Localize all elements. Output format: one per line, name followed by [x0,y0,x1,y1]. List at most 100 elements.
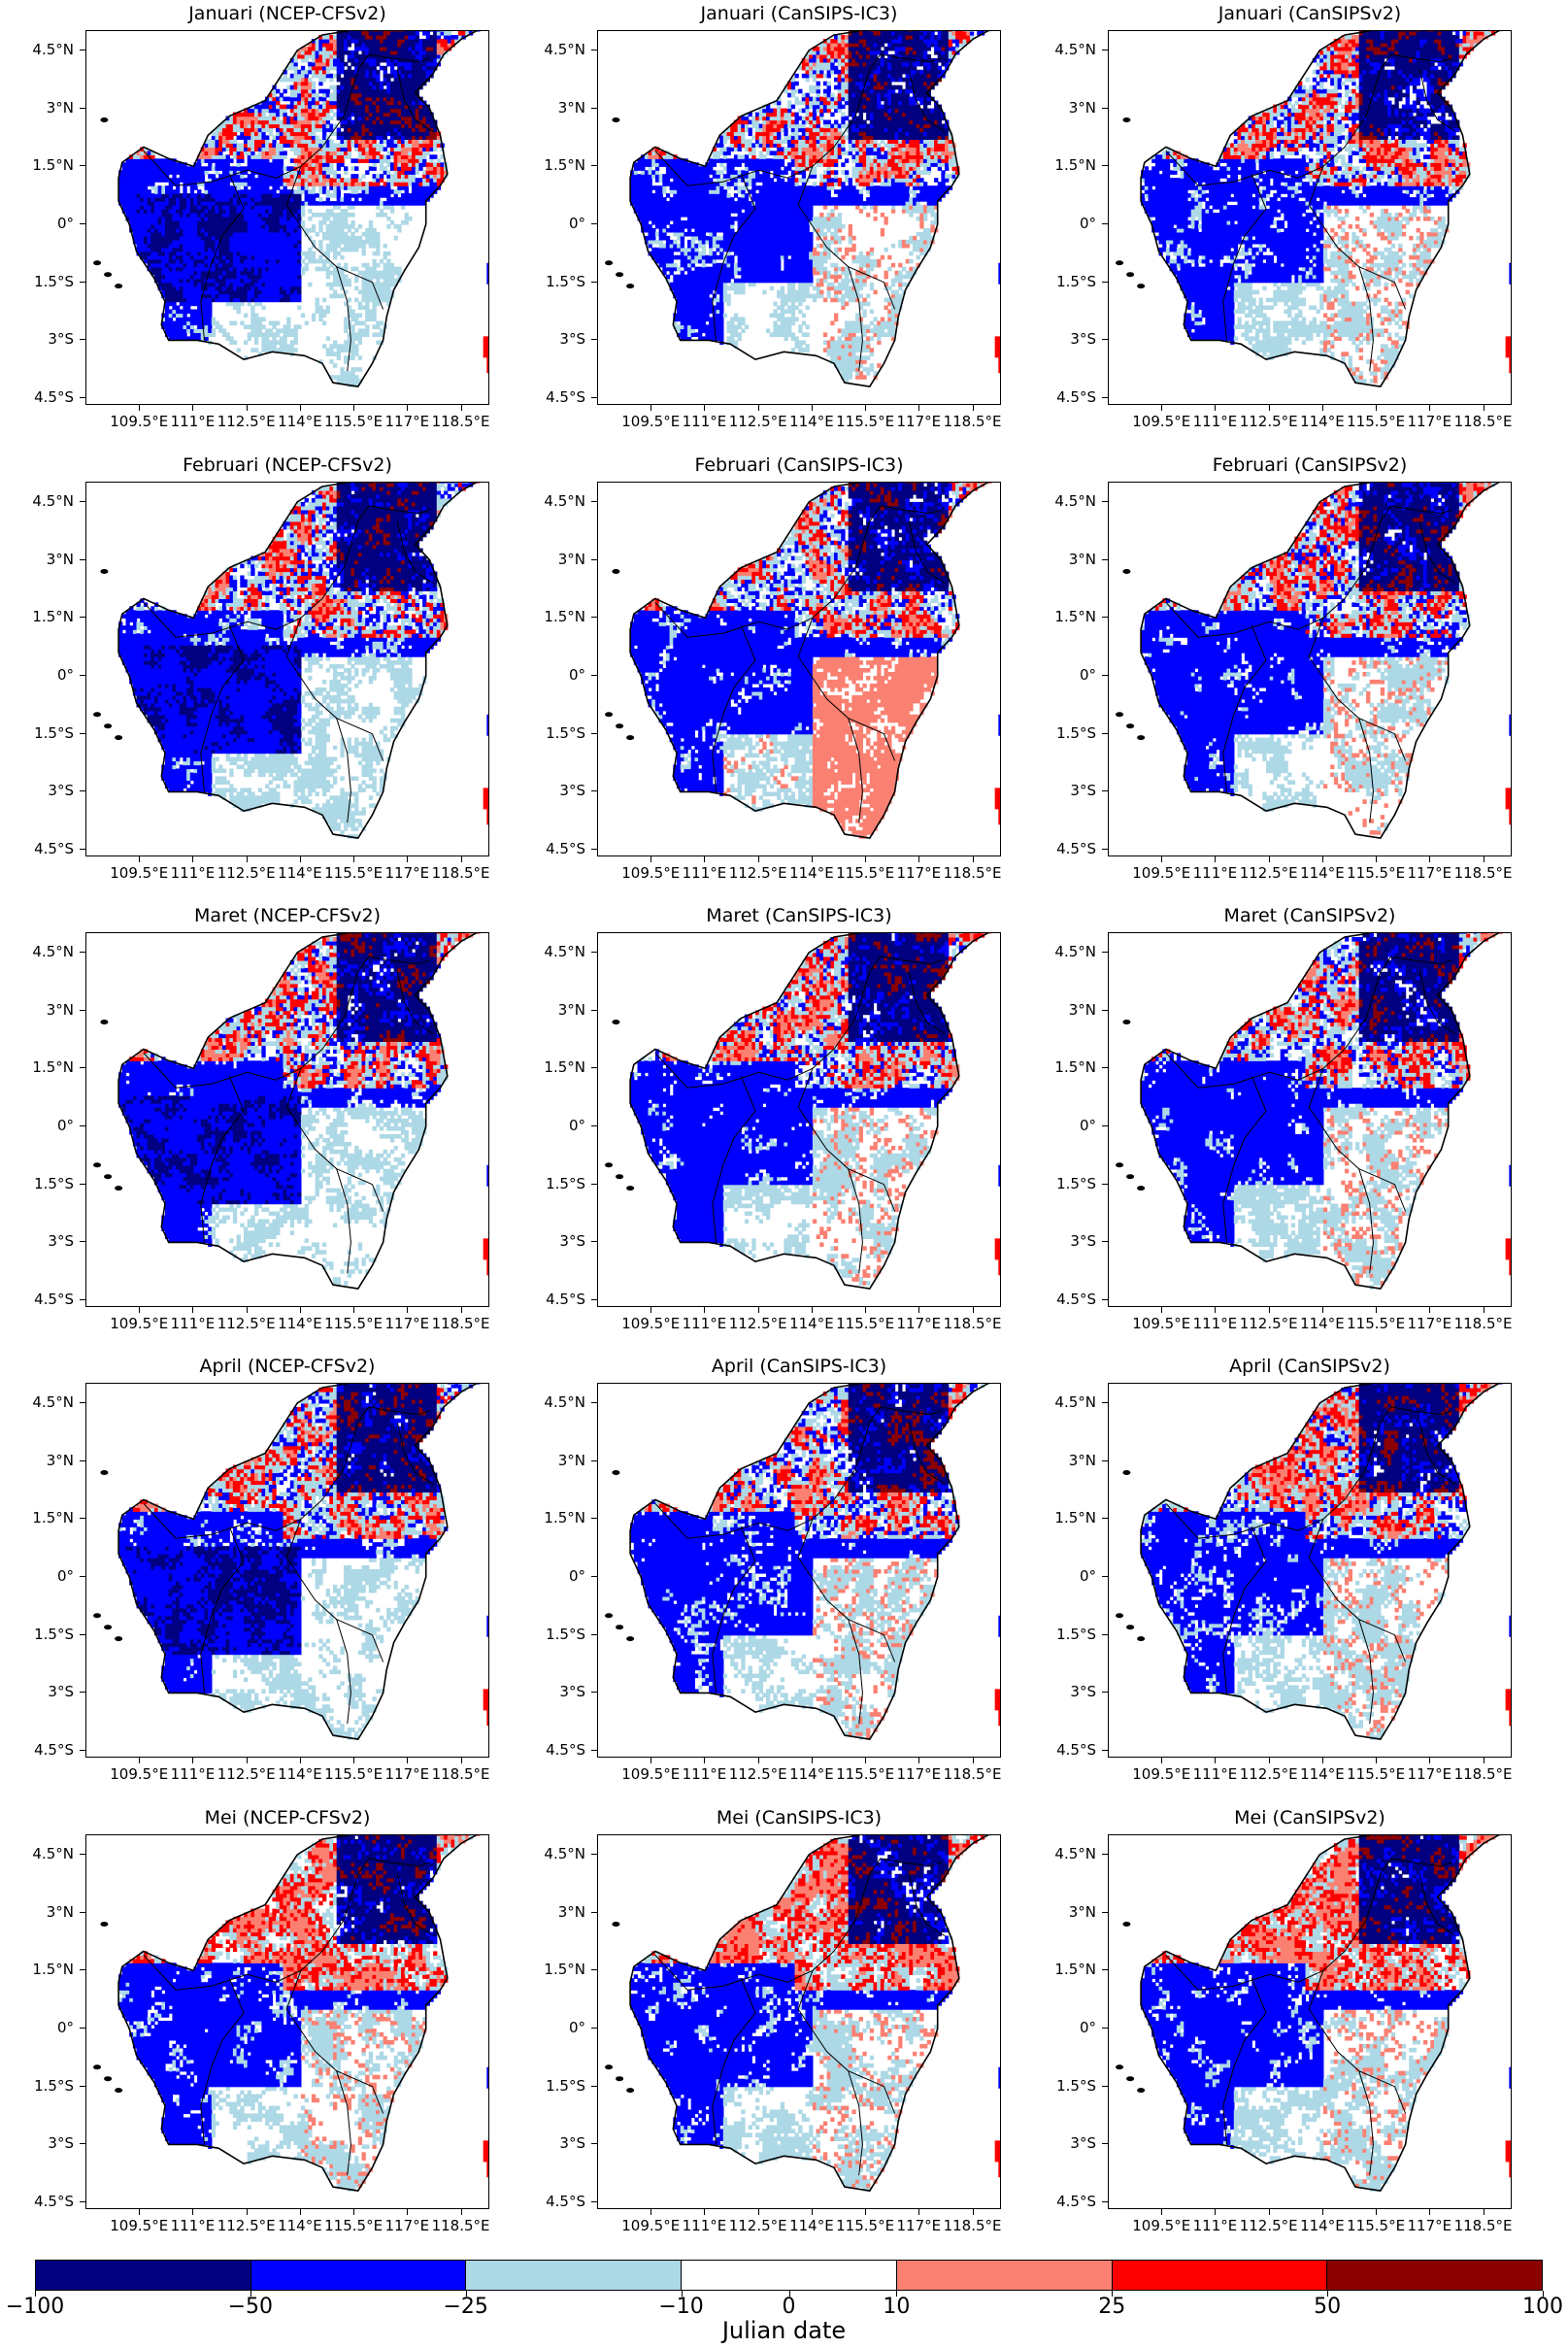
rainfall-onset-map [1109,1384,1512,1758]
lat-tick-label: 0° [527,1567,585,1585]
lat-tick-label: 0° [16,666,74,684]
lat-tick-mark [591,1010,597,1011]
lat-tick-label: 4.5°N [16,492,74,510]
lon-tick-mark [192,405,193,411]
panel-title: Februari (CanSIPS-IC3) [597,454,1001,476]
island [1116,1613,1123,1618]
sulawesi-edge [1506,1238,1512,1259]
lon-tick-mark [812,1758,813,1763]
island [93,712,101,717]
lat-tick-mark [1102,282,1108,283]
sulawesi-edge [484,2140,489,2162]
lon-tick-mark [1215,1758,1216,1763]
lon-tick-mark [461,856,462,862]
island [612,1922,619,1927]
lon-tick-mark [461,405,462,411]
map-panel: Maret (NCEP-CFSv2) 4.5°N 3°N 1.5°N 0° 1.5°S 3°… [8,905,489,1338]
island [626,284,634,288]
lat-tick-label: 3°S [1038,782,1096,799]
lat-tick-mark [1102,1518,1108,1519]
lon-tick-mark [192,1307,193,1313]
lat-tick-label: 1.5°N [527,608,585,625]
lat-tick-mark [591,733,597,734]
island [104,1625,112,1629]
lat-tick-mark [1102,1402,1108,1403]
island [1122,569,1130,574]
map-panel: Mei (CanSIPSv2) 4.5°N 3°N 1.5°N 0° 1.5°S 3°S 4.… [1030,1807,1512,2240]
sulawesi-edge [998,1616,1001,1637]
lat-tick-label: 4.5°N [16,1845,74,1862]
lon-tick-mark [1215,856,1216,862]
sulawesi-edge [486,803,489,824]
sulawesi-edge [484,1689,489,1710]
lon-tick-mark [247,2209,248,2215]
colorbar-tick-label: 0 [741,2295,838,2319]
lat-tick-label: 4.5°S [1038,1291,1096,1308]
lat-tick-mark [80,165,85,166]
lat-tick-mark [80,1067,85,1068]
panel-title: Februari (CanSIPSv2) [1108,454,1512,476]
lon-tick-mark [1215,2209,1216,2215]
lat-tick-label: 0° [1038,2019,1096,2036]
lat-tick-label: 3°S [527,782,585,799]
island [93,1162,101,1167]
island [104,723,112,728]
lat-tick-mark [80,559,85,560]
lon-tick-mark [865,405,866,411]
lon-tick-label: 118.5°E [422,2217,500,2234]
lon-tick-mark [1484,405,1485,411]
lat-tick-label: 1.5°S [1038,2077,1096,2095]
lon-tick-mark [865,1307,866,1313]
lon-tick-mark [139,1758,140,1763]
map-frame [1108,1383,1512,1758]
lat-tick-label: 4.5°S [527,1741,585,1759]
lon-tick-mark [918,1758,919,1763]
lat-tick-mark [1102,1184,1108,1185]
lat-tick-mark [80,2201,85,2202]
lon-tick-mark [973,1307,974,1313]
lon-tick-mark [407,1758,408,1763]
lon-tick-label: 118.5°E [934,413,1012,430]
lon-tick-mark [865,856,866,862]
lon-tick-mark [1322,856,1323,862]
map-panel: Februari (CanSIPS-IC3) 4.5°N 3°N 1.5°N 0° 1.5… [519,454,1001,888]
island [1126,1625,1134,1629]
lat-tick-mark [591,2201,597,2202]
map-panel: Mei (NCEP-CFSv2) 4.5°N 3°N 1.5°N 0° 1.5°S 3°S 4… [8,1807,489,2240]
lon-tick-mark [918,1307,919,1313]
colorbar-tick-label: 50 [1279,2295,1376,2319]
lat-tick-label: 3°N [16,1452,74,1469]
island [100,1922,108,1927]
lon-tick-mark [247,1307,248,1313]
lat-tick-label: 1.5°N [527,156,585,174]
lat-tick-label: 3°S [16,1683,74,1700]
lat-tick-label: 4.5°N [16,943,74,960]
sulawesi-edge [486,1254,489,1275]
lat-tick-mark [591,1125,597,1126]
sulawesi-edge [1509,352,1512,373]
lat-tick-mark [1102,1576,1108,1577]
lat-tick-mark [80,790,85,791]
lat-tick-label: 0° [1038,1567,1096,1585]
map-frame [85,1834,489,2209]
lon-tick-mark [1376,1758,1377,1763]
lat-tick-mark [80,1576,85,1577]
lon-tick-mark [461,1758,462,1763]
map-frame [597,1834,1001,2209]
lat-tick-mark [80,1750,85,1751]
island [605,1162,613,1167]
rainfall-onset-map [598,933,1001,1307]
lat-tick-label: 4.5°S [527,2193,585,2210]
lat-tick-mark [80,1402,85,1403]
lat-tick-label: 1.5°S [527,273,585,290]
sulawesi-edge [998,1704,1001,1726]
lat-tick-label: 1.5°N [1038,1509,1096,1526]
panel-title: Mei (NCEP-CFSv2) [85,1807,489,1828]
island [1137,2088,1145,2093]
lat-tick-label: 0° [1038,666,1096,684]
lon-tick-label: 118.5°E [1445,864,1522,882]
island [104,2076,112,2081]
lat-tick-label: 4.5°N [1038,41,1096,58]
lon-tick-mark [353,2209,354,2215]
rainfall-onset-map [86,1835,489,2209]
